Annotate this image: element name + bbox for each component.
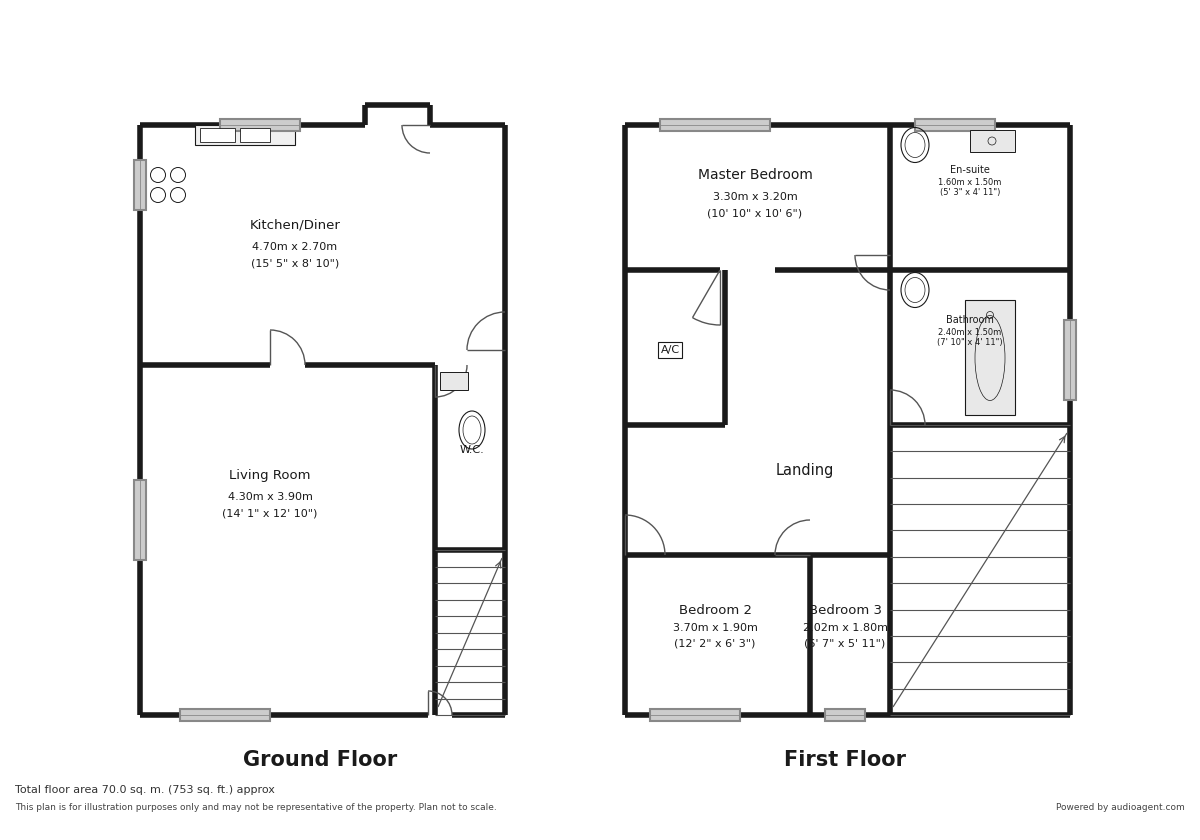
Bar (180, 709, 270, 721)
Text: (12' 2" x 6' 3"): (12' 2" x 6' 3") (674, 639, 756, 649)
Text: Bathroom: Bathroom (946, 315, 994, 325)
Bar (660, 119, 770, 131)
Bar (220, 119, 300, 131)
Text: A/C: A/C (660, 345, 679, 355)
Text: 4.70m x 2.70m: 4.70m x 2.70m (252, 242, 337, 252)
Text: W.C.: W.C. (460, 445, 485, 455)
Bar (916, 119, 995, 131)
Text: Kitchen/Diner: Kitchen/Diner (250, 218, 341, 232)
Text: (15' 5" x 8' 10"): (15' 5" x 8' 10") (251, 258, 340, 268)
Text: (7' 10" x 4' 11"): (7' 10" x 4' 11") (937, 338, 1003, 347)
Bar (134, 480, 146, 560)
Bar (650, 709, 740, 721)
Text: Total floor area 70.0 sq. m. (753 sq. ft.) approx: Total floor area 70.0 sq. m. (753 sq. ft… (16, 785, 275, 795)
Text: (10' 10" x 10' 6"): (10' 10" x 10' 6") (708, 208, 803, 218)
Text: First Floor: First Floor (784, 750, 906, 770)
Bar (1064, 320, 1076, 400)
Text: Landing: Landing (776, 463, 834, 477)
Text: 2.02m x 1.80m: 2.02m x 1.80m (803, 623, 888, 633)
Bar (134, 160, 146, 210)
Bar (196, 125, 295, 145)
Text: 4.30m x 3.90m: 4.30m x 3.90m (228, 492, 312, 502)
Bar (965, 300, 1015, 415)
Bar (826, 709, 865, 721)
Bar (440, 372, 468, 390)
Text: This plan is for illustration purposes only and may not be representative of the: This plan is for illustration purposes o… (16, 804, 497, 812)
Text: Living Room: Living Room (229, 469, 311, 481)
Text: Bedroom 2: Bedroom 2 (678, 603, 751, 617)
Text: En-suite: En-suite (950, 165, 990, 175)
Bar (970, 130, 1015, 152)
Bar (240, 128, 270, 142)
Bar (200, 128, 235, 142)
Text: Bedroom 3: Bedroom 3 (809, 603, 882, 617)
Text: Ground Floor: Ground Floor (242, 750, 397, 770)
Text: (6' 7" x 5' 11"): (6' 7" x 5' 11") (804, 639, 886, 649)
Text: 2.40m x 1.50m: 2.40m x 1.50m (938, 328, 1002, 337)
Text: Master Bedroom: Master Bedroom (697, 168, 812, 182)
Text: 3.30m x 3.20m: 3.30m x 3.20m (713, 192, 797, 202)
Text: (14' 1" x 12' 10"): (14' 1" x 12' 10") (222, 508, 318, 518)
Text: Powered by audioagent.com: Powered by audioagent.com (1056, 804, 1186, 812)
Text: 3.70m x 1.90m: 3.70m x 1.90m (672, 623, 757, 633)
Text: 1.60m x 1.50m: 1.60m x 1.50m (938, 177, 1002, 186)
Text: (5' 3" x 4' 11"): (5' 3" x 4' 11") (940, 187, 1000, 197)
